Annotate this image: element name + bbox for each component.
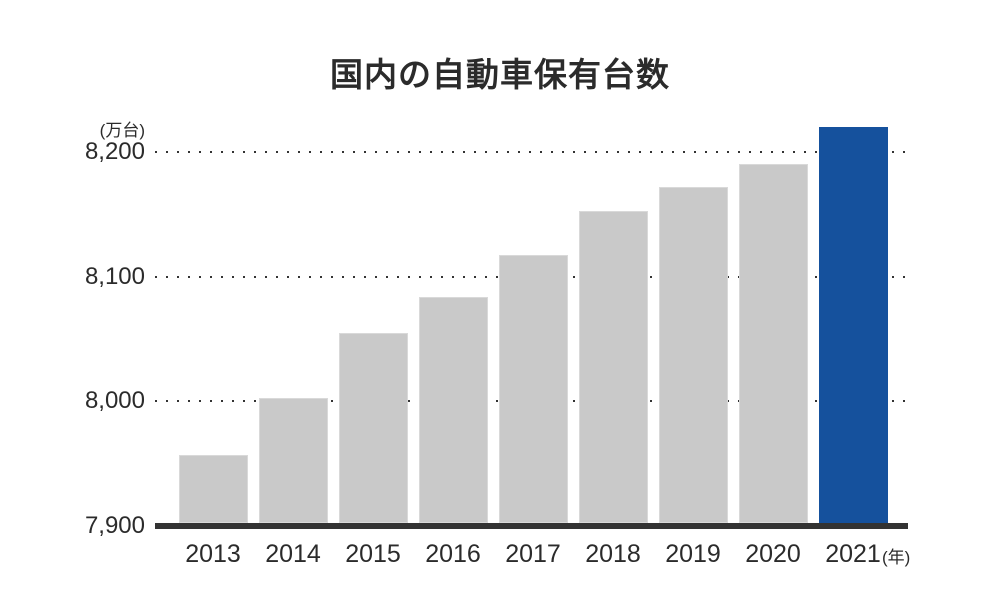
x-axis-baseline bbox=[155, 523, 908, 529]
x-axis-label-2014: 2014 bbox=[265, 540, 321, 568]
y-axis-tick-label-7900: 7,900 bbox=[84, 512, 145, 539]
x-axis-label-2015: 2015 bbox=[345, 540, 401, 568]
x-axis-label-2020: 2020 bbox=[745, 540, 801, 568]
y-axis-tick-label-8000: 8,000 bbox=[84, 387, 145, 415]
gridline-8200 bbox=[155, 151, 908, 153]
x-axis-label-2016: 2016 bbox=[425, 540, 481, 568]
chart-title: 国内の自動車保有台数 bbox=[330, 56, 670, 93]
bar-2016 bbox=[418, 296, 488, 523]
bar-2019 bbox=[658, 186, 728, 523]
x-axis-year-suffix: (年) bbox=[882, 548, 911, 567]
bar-2020 bbox=[738, 164, 808, 523]
y-axis-unit-label: (万台) bbox=[99, 121, 145, 140]
y-axis-tick-label-8200: 8,200 bbox=[84, 138, 145, 165]
bar-2017 bbox=[498, 255, 568, 523]
bar-2021 bbox=[818, 127, 888, 523]
x-axis-label-2021: 2021 bbox=[825, 540, 881, 568]
bar-2013 bbox=[178, 454, 248, 523]
x-axis-label-2013: 2013 bbox=[185, 540, 241, 568]
y-axis-tick-label-8100: 8,100 bbox=[84, 262, 145, 290]
bar-2018 bbox=[578, 210, 648, 523]
x-axis-label-2017: 2017 bbox=[505, 540, 561, 568]
bar-2014 bbox=[258, 397, 328, 523]
x-axis-label-2018: 2018 bbox=[585, 540, 641, 568]
bar-2015 bbox=[338, 332, 408, 523]
x-axis-label-2019: 2019 bbox=[665, 540, 721, 568]
